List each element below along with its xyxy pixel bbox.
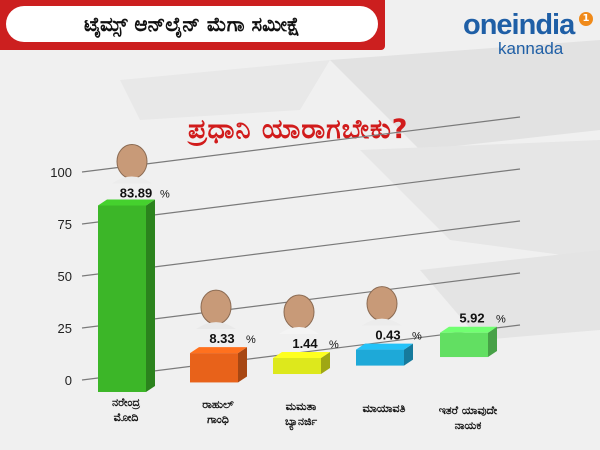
logo-sub-text: kannada (498, 39, 564, 58)
candidate-portrait-body (362, 318, 402, 326)
data-label-unit: % (412, 331, 422, 343)
y-tick-label: 0 (65, 373, 72, 388)
bar-top (356, 343, 413, 350)
oneindia-logo[interactable]: oneindia kannada 1 (463, 10, 593, 60)
bar-top (440, 326, 497, 333)
bar-side (146, 199, 155, 392)
candidate-portrait-body (279, 327, 319, 335)
candidate-portrait (200, 289, 232, 325)
x-tick-label: ಇತರೆ ಯಾವುದೇ (439, 404, 498, 417)
bar-top (273, 352, 330, 359)
y-tick-label: 75 (58, 217, 72, 232)
x-tick-label: ಬ್ಯಾನರ್ಜಿ (285, 415, 317, 430)
candidate-portrait-body (112, 176, 152, 184)
header-banner: ಟೈಮ್ಸ್ ಆನ್‌ಲೈನ್ ಮೆಗಾ ಸಮೀಕ್ಷೆ (0, 0, 385, 50)
header-pill: ಟೈಮ್ಸ್ ಆನ್‌ಲೈನ್ ಮೆಗಾ ಸಮೀಕ್ಷೆ (6, 6, 378, 42)
bar-top (98, 199, 155, 206)
data-label-unit: % (496, 314, 506, 326)
candidate-portrait (283, 294, 315, 330)
bar-side (238, 347, 247, 383)
x-tick-label: ನರೇಂದ್ರ (112, 396, 140, 410)
y-tick-label: 25 (58, 321, 72, 336)
poll-question: ಪ್ರಧಾನಿ ಯಾರಾಗಬೇಕು? (188, 114, 409, 145)
data-label: 5.92 (459, 311, 484, 326)
x-tick-label: ಮಾಯಾವತಿ (363, 402, 406, 415)
data-label: 8.33 (209, 331, 234, 346)
logo-main-text: oneindia (463, 9, 575, 41)
gridline (81, 116, 521, 173)
y-tick-label: 50 (58, 269, 72, 284)
x-tick-label: ಗಾಂಧಿ (207, 413, 229, 426)
bar-side (321, 352, 330, 375)
header-title: ಟೈಮ್ಸ್ ಆನ್‌ಲೈನ್ ಮೆಗಾ ಸಮೀಕ್ಷೆ (84, 12, 300, 36)
x-tick-label: ಮೋದಿ (114, 411, 139, 424)
candidate-portrait (366, 286, 398, 322)
data-label-unit: % (246, 334, 256, 346)
x-tick-label: ನಾಯಕ (455, 419, 482, 432)
bar (98, 205, 146, 392)
y-tick-label: 100 (50, 165, 72, 180)
data-label: 0.43 (375, 328, 400, 343)
logo-badge: 1 (579, 12, 593, 26)
bar (273, 358, 321, 375)
data-label-unit: % (329, 339, 339, 351)
data-label: 1.44 (292, 336, 318, 351)
bar-side (404, 343, 413, 366)
x-tick-label: ರಾಹುಲ್ (202, 398, 234, 411)
bar (440, 332, 488, 358)
bar-side (488, 326, 497, 358)
data-label: 83.89 (120, 185, 153, 200)
bar (190, 353, 238, 383)
bar (356, 349, 404, 366)
x-tick-label: ಮಮತಾ (286, 400, 317, 413)
candidate-portrait (116, 143, 148, 179)
candidate-portrait-body (196, 322, 236, 330)
data-label-unit: % (160, 188, 170, 200)
bar-top (190, 347, 247, 354)
